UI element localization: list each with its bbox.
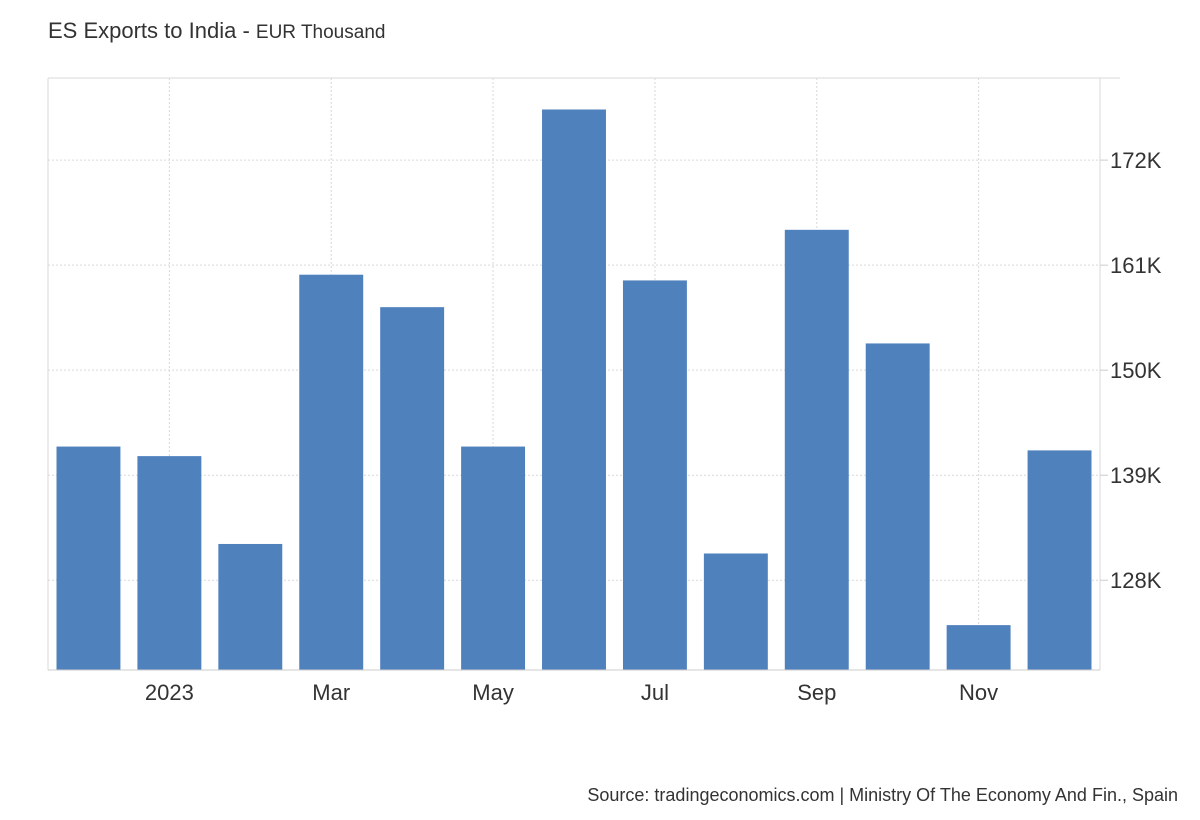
bar-apr-4: [380, 307, 445, 670]
bar-aug-8: [703, 553, 768, 670]
x-tick-label: Sep: [797, 680, 836, 705]
y-tick-label: 150K: [1110, 358, 1162, 383]
x-tick-label: May: [472, 680, 514, 705]
chart-subtitle: EUR Thousand: [255, 22, 386, 43]
bar-may-5: [461, 446, 526, 670]
x-tick-label: 2023: [145, 680, 194, 705]
chart-title-text: ES Exports to India: [48, 18, 237, 43]
chart-subtitle-separator: -: [236, 18, 256, 43]
bar-jun-6: [542, 109, 606, 671]
y-tick-label: 139K: [1110, 463, 1162, 488]
bar-jan-1: [137, 456, 202, 670]
x-tick-label: Mar: [312, 680, 350, 705]
source-attribution: Source: tradingeconomics.com | Ministry …: [587, 785, 1178, 805]
axis-layer: [47, 77, 1120, 671]
chart-title: ES Exports to India - EUR Thousand: [48, 18, 385, 44]
bar-dec-0: [56, 446, 121, 670]
bar-feb-2: [218, 543, 283, 670]
x-tick-label: Nov: [959, 680, 998, 705]
bar-dec-12: [1027, 450, 1092, 670]
y-tick-label: 161K: [1110, 253, 1162, 278]
bar-mar-3: [299, 274, 364, 670]
bar-oct-10: [865, 343, 930, 670]
x-tick-label: Jul: [641, 680, 669, 705]
y-tick-label: 172K: [1110, 148, 1162, 173]
bar-layer: [56, 109, 1092, 671]
bar-nov-11: [946, 625, 1011, 670]
bar-jul-7: [622, 280, 687, 670]
y-tick-label: 128K: [1110, 568, 1162, 593]
label-layer: 128K 139K 150K 161K 172K 2023 Mar May Jul Sep Nov: [145, 148, 1162, 705]
bar-sep-9: [784, 229, 849, 671]
